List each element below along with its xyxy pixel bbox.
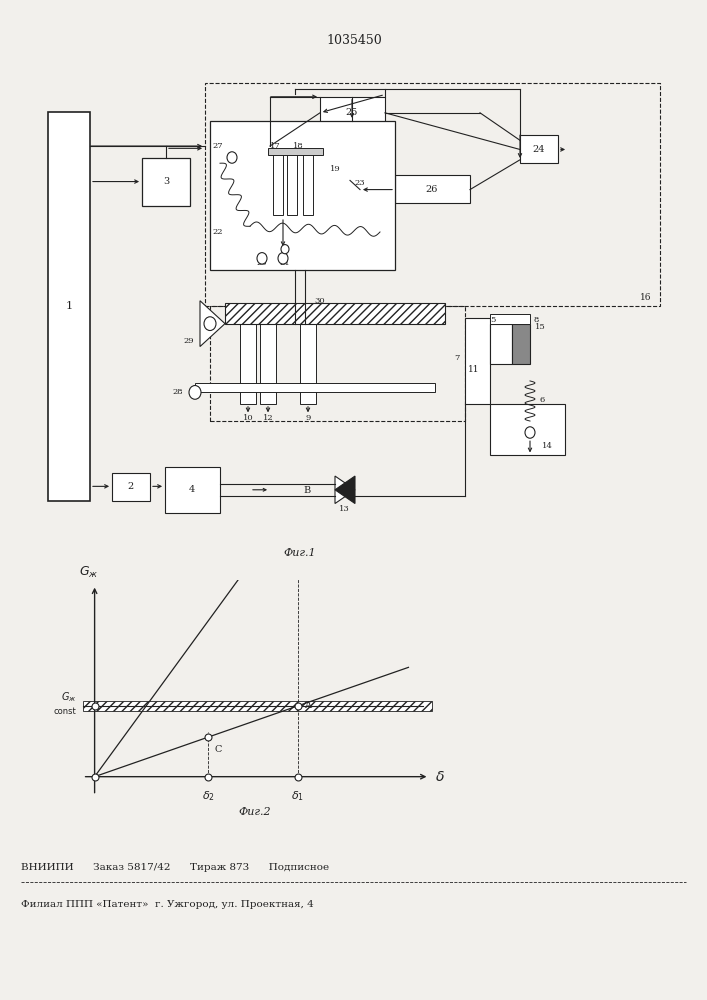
- Bar: [300, 324, 316, 404]
- Bar: [83, 701, 433, 711]
- Text: $\delta$: $\delta$: [436, 770, 445, 784]
- Text: 29: 29: [183, 337, 194, 345]
- Text: Фиг.1: Фиг.1: [284, 548, 316, 558]
- Circle shape: [257, 253, 267, 264]
- Text: 9: 9: [305, 414, 310, 422]
- Text: 21: 21: [280, 259, 291, 267]
- Text: 1: 1: [66, 301, 73, 311]
- Text: Филиал ППП «Патент»  г. Ужгород, ул. Проектная, 4: Филиал ППП «Патент» г. Ужгород, ул. Прое…: [21, 900, 314, 909]
- Text: A: A: [304, 701, 311, 710]
- Bar: [490, 314, 530, 324]
- Text: 7: 7: [455, 354, 460, 362]
- Text: 17: 17: [269, 142, 281, 150]
- Text: 4: 4: [189, 485, 195, 494]
- Bar: [268, 148, 323, 155]
- Text: 28: 28: [173, 388, 183, 396]
- Text: 16: 16: [640, 293, 651, 302]
- Text: 10: 10: [243, 414, 253, 422]
- Circle shape: [281, 245, 289, 254]
- Bar: [48, 112, 90, 501]
- Text: 23: 23: [355, 179, 366, 187]
- Bar: [142, 157, 190, 206]
- Text: 22: 22: [213, 228, 223, 236]
- Bar: [490, 324, 512, 364]
- Text: 26: 26: [426, 185, 438, 194]
- Bar: [273, 152, 283, 215]
- Text: 12: 12: [263, 414, 274, 422]
- Text: 11: 11: [468, 365, 479, 374]
- Bar: [395, 175, 470, 203]
- Bar: [320, 97, 385, 129]
- Bar: [490, 404, 565, 455]
- Text: $G_ж$: $G_ж$: [61, 691, 76, 704]
- Text: 8: 8: [533, 316, 538, 324]
- Circle shape: [189, 386, 201, 399]
- Text: 14: 14: [542, 442, 553, 450]
- Text: const: const: [54, 707, 76, 716]
- Circle shape: [227, 152, 237, 163]
- Bar: [520, 135, 558, 163]
- Text: ВНИИПИ      Заказ 5817/42      Тираж 873      Подписное: ВНИИПИ Заказ 5817/42 Тираж 873 Подписное: [21, 863, 329, 872]
- Bar: [210, 306, 465, 421]
- Text: C: C: [214, 745, 221, 754]
- Text: 3: 3: [163, 177, 169, 186]
- Text: $\delta_1$: $\delta_1$: [291, 789, 305, 803]
- Text: 25: 25: [346, 108, 358, 117]
- Circle shape: [525, 427, 535, 438]
- Polygon shape: [200, 301, 225, 347]
- Bar: [195, 383, 435, 392]
- Text: 2: 2: [128, 482, 134, 491]
- Bar: [260, 324, 276, 404]
- Text: 13: 13: [339, 505, 349, 513]
- Text: B: B: [304, 486, 311, 495]
- Bar: [112, 473, 150, 501]
- Bar: [210, 121, 395, 270]
- Bar: [465, 318, 490, 404]
- Text: 1035450: 1035450: [326, 34, 382, 47]
- Circle shape: [278, 253, 288, 264]
- Text: 6: 6: [540, 396, 545, 404]
- Bar: [303, 152, 313, 215]
- Text: 5: 5: [490, 316, 496, 324]
- Text: 20: 20: [257, 259, 267, 267]
- Text: $\delta_2$: $\delta_2$: [201, 789, 215, 803]
- Bar: [512, 324, 530, 364]
- Text: 24: 24: [533, 145, 545, 154]
- Bar: [165, 467, 220, 513]
- Bar: [240, 324, 256, 404]
- Text: Фиг.2: Фиг.2: [238, 807, 271, 817]
- Text: 30: 30: [315, 297, 325, 305]
- Polygon shape: [335, 476, 355, 504]
- Bar: [225, 303, 445, 324]
- Text: 15: 15: [535, 323, 546, 331]
- Bar: [287, 152, 297, 215]
- Text: 19: 19: [329, 165, 340, 173]
- Text: $G_ж$: $G_ж$: [79, 565, 98, 580]
- Text: 27: 27: [213, 142, 223, 150]
- Polygon shape: [335, 476, 355, 504]
- Text: 18: 18: [293, 142, 303, 150]
- Bar: [205, 83, 660, 306]
- Circle shape: [204, 317, 216, 331]
